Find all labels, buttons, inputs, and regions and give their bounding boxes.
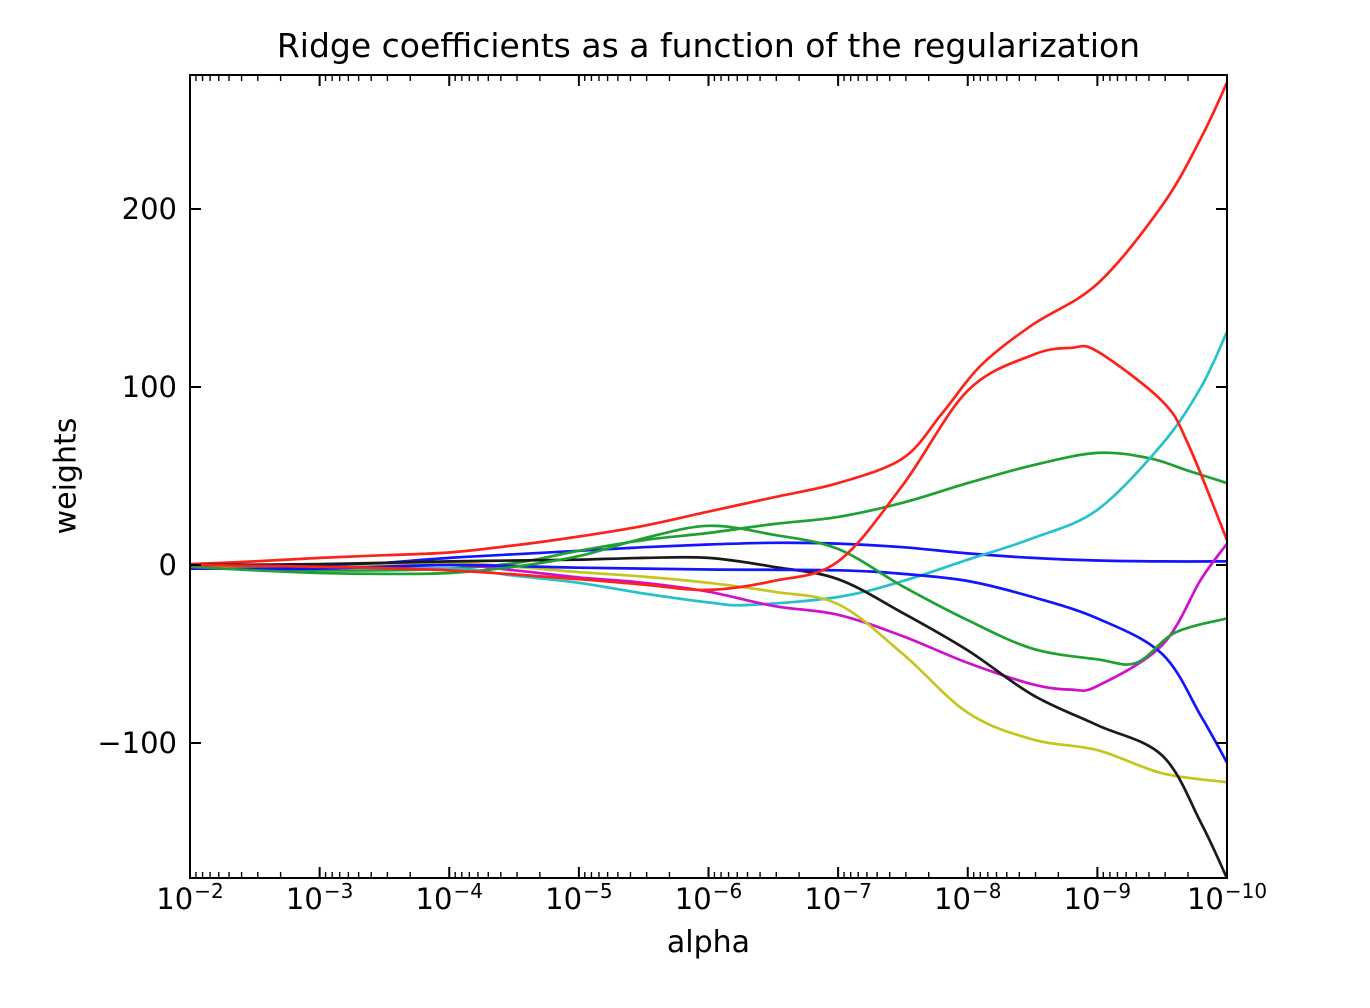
x-tick-label: 10−6	[674, 880, 742, 916]
curve-coef-10-red	[190, 344, 1227, 592]
curve-coef-7-black	[190, 555, 1227, 878]
x-tick-exponent: −4	[453, 879, 483, 903]
y-tick-label: 0	[158, 548, 177, 582]
x-tick-exponent: −2	[194, 879, 224, 903]
x-tick-base: 10	[1063, 882, 1101, 916]
x-tick-label: 10−3	[285, 880, 353, 916]
curve-coef-3-red	[190, 82, 1227, 566]
x-tick-exponent: −5	[583, 879, 613, 903]
y-axis-label: weights	[48, 417, 84, 535]
curve-coef-2-green	[190, 451, 1227, 572]
curve-coef-6-yellow	[190, 561, 1227, 784]
x-tick-exponent: −7	[842, 879, 872, 903]
x-tick-label: 10−10	[1186, 880, 1267, 916]
x-axis-label: alpha	[666, 925, 751, 960]
curve-coef-1-blue	[190, 541, 1227, 569]
x-tick-label: 10−5	[545, 880, 612, 916]
axes-box	[189, 74, 1228, 879]
y-tick-label: 200	[121, 192, 177, 226]
x-tick-label: 10−8	[934, 880, 1001, 916]
x-tick-exponent: −10	[1224, 879, 1268, 903]
x-tick-label: 10−2	[156, 880, 223, 916]
curve-coef-9-green	[190, 524, 1227, 666]
x-tick-base: 10	[934, 882, 971, 916]
x-tick-base: 10	[156, 882, 194, 916]
x-tick-base: 10	[674, 882, 712, 916]
axis-ticks	[189, 75, 1228, 878]
x-tick-exponent: −6	[712, 879, 743, 903]
x-tick-label: 10−9	[1063, 880, 1131, 916]
x-tick-exponent: −3	[323, 879, 354, 903]
x-tick-base: 10	[285, 882, 323, 916]
curves-group	[190, 82, 1227, 878]
x-tick-base: 10	[1186, 882, 1224, 916]
curve-coef-8-blue	[190, 563, 1227, 764]
x-tick-base: 10	[804, 882, 842, 916]
x-tick-label: 10−7	[804, 880, 871, 916]
x-tick-base: 10	[415, 882, 453, 916]
y-tick-label: −100	[97, 726, 177, 760]
chart-title: Ridge coefficients as a function of the …	[276, 26, 1141, 65]
y-tick-label: 100	[121, 370, 177, 404]
x-tick-label: 10−4	[415, 880, 483, 916]
x-tick-exponent: −8	[971, 879, 1002, 903]
x-tick-base: 10	[545, 882, 583, 916]
x-tick-exponent: −9	[1101, 879, 1132, 903]
